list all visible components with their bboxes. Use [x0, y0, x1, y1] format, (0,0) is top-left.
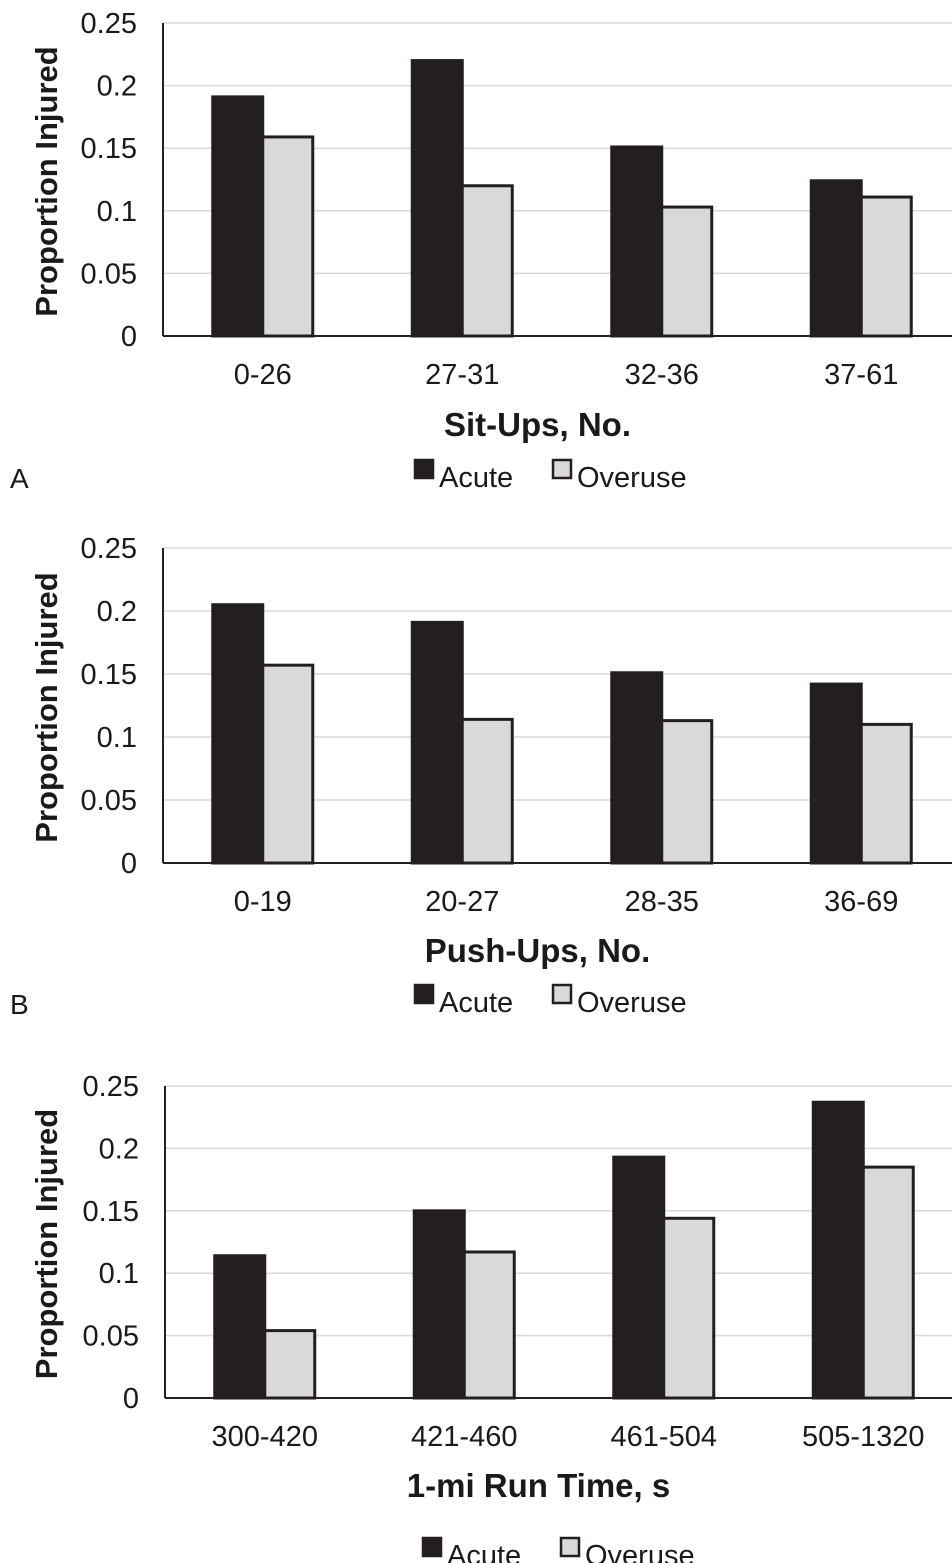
x-tick-label: 0-26	[234, 359, 292, 391]
legend-label-overuse: Overuse	[577, 462, 687, 494]
bar-acute-505-1320	[811, 1100, 865, 1400]
y-axis-title: Proportion Injured	[29, 46, 64, 316]
y-tick-label: 0.2	[99, 1133, 139, 1165]
bar-acute-461-504	[612, 1155, 666, 1400]
legend-label-acute: Acute	[439, 987, 513, 1019]
bar-overuse-36-69	[859, 722, 913, 865]
y-axis-title: Proportion Injured	[29, 572, 64, 842]
bar-overuse-505-1320	[861, 1165, 915, 1400]
y-tick-label: 0.25	[83, 1071, 139, 1103]
legend: Acute Overuse	[413, 983, 687, 1019]
bar-acute-28-35	[610, 671, 664, 865]
legend-swatch-acute	[413, 983, 435, 1005]
y-tick-label: 0.05	[81, 258, 137, 290]
legend: Acute Overuse	[421, 1536, 695, 1563]
panel-label: C	[18, 1561, 38, 1563]
legend-swatch-overuse	[551, 458, 573, 480]
chart-panel-c: 0 0.05 0.1 0.15 0.2 0.25 300-420 421-460 461-504…	[18, 1071, 952, 1563]
y-tick-label: 0.1	[99, 1258, 139, 1290]
panel-label: A	[10, 463, 29, 494]
bar-overuse-300-420	[263, 1329, 317, 1400]
x-axis-title: 1-mi Run Time, s	[407, 1467, 670, 1504]
y-tick-label: 0	[121, 321, 137, 353]
y-tick-label: 0.25	[81, 533, 137, 565]
x-tick-label: 20-27	[425, 886, 499, 918]
legend-label-acute: Acute	[439, 462, 513, 494]
y-tick-label: 0.15	[81, 659, 137, 691]
y-tick-label: 0.05	[81, 785, 137, 817]
bar-acute-27-31	[410, 59, 464, 338]
x-tick-label: 28-35	[625, 886, 699, 918]
bar-overuse-27-31	[460, 184, 514, 338]
x-tick-label: 32-36	[625, 359, 699, 391]
y-tick-label: 0.05	[83, 1321, 139, 1353]
bar-acute-0-26	[211, 95, 265, 338]
x-tick-label: 36-69	[824, 886, 898, 918]
x-tick-label: 27-31	[425, 359, 499, 391]
bar-acute-36-69	[809, 682, 863, 865]
x-tick-label: 0-19	[234, 886, 292, 918]
legend-swatch-overuse	[559, 1536, 581, 1558]
chart-panel-a: 0 0.05 0.1 0.15 0.2 0.25 0-26 27-31 32-36 37-61 Si…	[10, 8, 952, 494]
y-tick-label: 0	[121, 848, 137, 880]
x-tick-label: 421-460	[411, 1421, 517, 1453]
legend-swatch-acute	[413, 458, 435, 480]
y-tick-label: 0.1	[97, 196, 137, 228]
legend-label-overuse: Overuse	[577, 987, 687, 1019]
legend-swatch-acute	[421, 1536, 443, 1558]
y-axis-title: Proportion Injured	[29, 1109, 64, 1379]
y-tick-label: 0.2	[97, 596, 137, 628]
chart-panel-b: 0 0.05 0.1 0.15 0.2 0.25 0-19 20-27 28-35 36-69 Pu…	[10, 533, 952, 1020]
bar-acute-37-61	[809, 179, 863, 338]
bar-overuse-20-27	[460, 717, 514, 865]
bar-overuse-37-61	[859, 195, 913, 338]
x-tick-label: 37-61	[824, 359, 898, 391]
bar-acute-32-36	[610, 145, 664, 338]
x-axis-title: Push-Ups, No.	[425, 932, 651, 969]
bar-overuse-421-460	[462, 1250, 516, 1400]
panel-label: B	[10, 989, 29, 1020]
x-axis-title: Sit-Ups, No.	[444, 406, 631, 443]
y-tick-label: 0.1	[97, 722, 137, 754]
x-tick-label: 300-420	[212, 1421, 318, 1453]
y-tick-label: 0.15	[83, 1196, 139, 1228]
x-tick-label: 461-504	[611, 1421, 717, 1453]
legend-label-acute: Acute	[447, 1540, 521, 1563]
bar-overuse-28-35	[660, 719, 714, 865]
legend-swatch-overuse	[551, 983, 573, 1005]
y-tick-label: 0.25	[81, 8, 137, 40]
bar-acute-0-19	[211, 603, 265, 865]
y-tick-label: 0.15	[81, 133, 137, 165]
bar-acute-20-27	[410, 620, 464, 865]
bar-overuse-461-504	[662, 1216, 716, 1400]
legend: Acute Overuse	[413, 458, 687, 494]
bar-acute-300-420	[213, 1254, 267, 1400]
bar-overuse-0-19	[261, 663, 315, 865]
y-tick-label: 0	[123, 1383, 139, 1415]
bar-overuse-0-26	[261, 135, 315, 338]
bar-overuse-32-36	[660, 205, 714, 338]
x-tick-label: 505-1320	[802, 1421, 925, 1453]
legend-label-overuse: Overuse	[585, 1540, 695, 1563]
bar-acute-421-460	[412, 1209, 466, 1400]
y-tick-label: 0.2	[97, 71, 137, 103]
